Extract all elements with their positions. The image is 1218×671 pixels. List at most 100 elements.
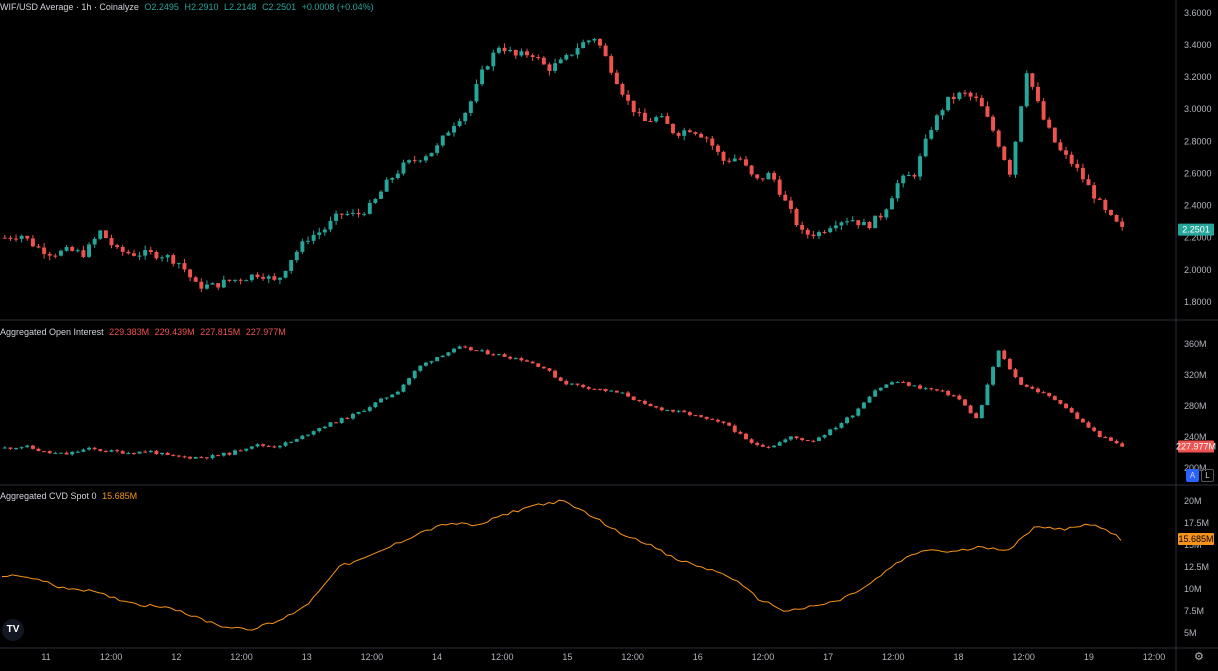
candle-body [665,116,670,124]
candle-body [485,66,490,70]
candle-body [92,447,97,450]
axes: 3.6000 3.4000 3.2000 3.0000 2.8000 2.6000 2.40… [41,8,1211,662]
candle-body [58,250,63,256]
x-tick-label: 16 [693,652,703,662]
candle-body [356,411,361,414]
candle-body [991,366,996,385]
auto-scale-button[interactable]: A [1186,469,1199,482]
candle-body [468,101,473,113]
candle-body [654,117,659,122]
candle-body [699,415,704,417]
candle-body [339,417,344,423]
oi-legend: Aggregated Open Interest 229.383M 229.43… [0,327,286,337]
candle-body [429,152,434,157]
candle-body [721,421,726,423]
candle-body [345,213,350,215]
candle-body [1114,214,1119,222]
change-value: +0.0008 (+0.04%) [301,2,374,12]
candle-body [558,377,563,381]
gear-icon[interactable]: ⚙ [1194,651,1204,663]
candle-body [637,400,642,402]
x-tick-label: 12:00 [882,652,905,662]
candle-body [564,55,569,60]
cvd-title: Aggregated CVD Spot 0 [0,491,97,501]
candle-body [165,255,170,258]
candle-body [81,449,86,452]
candle-body [547,368,552,371]
candle-body [996,130,1001,147]
candle-body [446,352,451,356]
candle-body [918,385,923,389]
candle-body [783,439,788,443]
candle-body [744,159,748,166]
candle-body [446,132,451,136]
candle-body [581,384,586,388]
candle-body [991,116,996,131]
candle-body [586,40,591,43]
candle-body [1024,73,1029,107]
candle-body [452,348,456,353]
candle-body [137,451,142,454]
candle-body [289,260,294,271]
candle-body [42,247,47,254]
candle-body [856,220,861,226]
symbol-title: WIF/USD Average · 1h · Coinalyze [0,2,139,12]
candle-body [1092,185,1097,199]
candle-body [878,215,883,218]
log-scale-button[interactable]: L [1201,469,1214,482]
candle-body [255,444,260,447]
candle-body [968,405,973,414]
candle-body [53,452,58,454]
y-tick-label: 3.0000 [1184,104,1212,114]
candle-body [985,106,990,117]
candle-body [1103,199,1108,210]
candle-body [873,215,878,229]
candle-body [1108,209,1113,215]
candle-body [642,112,647,121]
candle-body [901,175,906,184]
candle-body [845,417,850,424]
candle-body [238,450,243,452]
candle-body [822,435,827,438]
candle-body [58,452,63,454]
candle-body [19,447,24,449]
candle-body [407,160,412,163]
candle-body [659,407,664,411]
candle-body [221,452,226,456]
candle-body [682,410,687,413]
candle-body [188,269,193,278]
x-tick-label: 18 [953,652,963,662]
candle-body [541,57,546,65]
candle-body [513,358,518,360]
candle-body [87,447,91,450]
candle-body [210,455,215,459]
candle-body [654,406,659,408]
tradingview-logo-icon[interactable]: TV [2,619,24,641]
candle-body [1007,159,1012,175]
candle-body [760,444,765,447]
candle-body [255,274,260,277]
candle-body [457,121,462,126]
candle-body [182,263,187,270]
candle-body [25,235,30,239]
candle-body [103,450,108,452]
candle-body [429,361,434,363]
candle-body [496,354,501,356]
y-tick-label: 1.8000 [1184,297,1212,307]
candle-body [75,250,80,252]
candle-body [272,276,277,280]
candle-body [160,257,164,259]
candle-body [598,38,602,46]
candle-body [283,442,288,446]
candle-body [727,160,732,162]
candle-body [98,449,103,451]
candle-body [1069,154,1074,164]
candle-body [704,137,709,139]
candle-body [800,438,805,441]
candle-body [311,234,316,241]
candle-body [1052,396,1057,401]
y-tick-label: 280M [1184,401,1207,411]
candle-body [614,72,619,84]
candle-body [14,448,19,450]
